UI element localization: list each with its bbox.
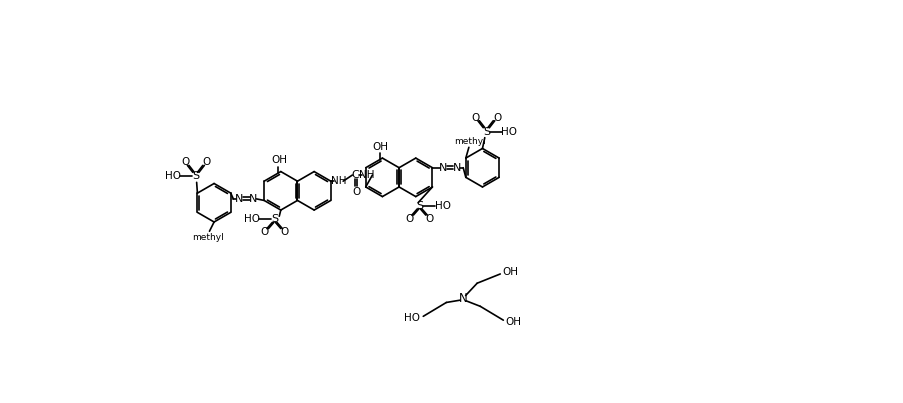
Text: N: N — [249, 194, 257, 204]
Text: C: C — [351, 170, 358, 180]
Text: O: O — [280, 227, 288, 237]
Text: NH: NH — [358, 170, 375, 180]
Text: N: N — [452, 163, 461, 173]
Text: S: S — [482, 127, 489, 137]
Text: S: S — [192, 171, 200, 181]
Text: OH: OH — [372, 141, 388, 152]
Text: S: S — [271, 214, 278, 224]
Text: HO: HO — [501, 127, 517, 137]
Text: N: N — [459, 292, 467, 305]
Text: O: O — [470, 113, 479, 123]
Text: HO: HO — [164, 171, 181, 181]
Text: HO: HO — [434, 201, 451, 211]
Text: HO: HO — [243, 214, 259, 224]
Text: methyl: methyl — [191, 233, 224, 242]
Text: O: O — [492, 113, 500, 123]
Text: O: O — [202, 157, 210, 167]
Text: O: O — [351, 187, 360, 197]
Text: OH: OH — [271, 155, 287, 165]
Text: NH: NH — [330, 176, 346, 186]
Text: N: N — [235, 194, 244, 204]
Text: O: O — [425, 214, 433, 224]
Text: O: O — [260, 227, 268, 237]
Text: O: O — [405, 214, 414, 224]
Text: methyl: methyl — [453, 137, 485, 145]
Text: OH: OH — [505, 317, 521, 327]
Text: S: S — [415, 201, 423, 211]
Text: OH: OH — [502, 268, 517, 277]
Text: HO: HO — [404, 313, 420, 323]
Text: O: O — [181, 157, 189, 167]
Text: N: N — [439, 163, 447, 173]
